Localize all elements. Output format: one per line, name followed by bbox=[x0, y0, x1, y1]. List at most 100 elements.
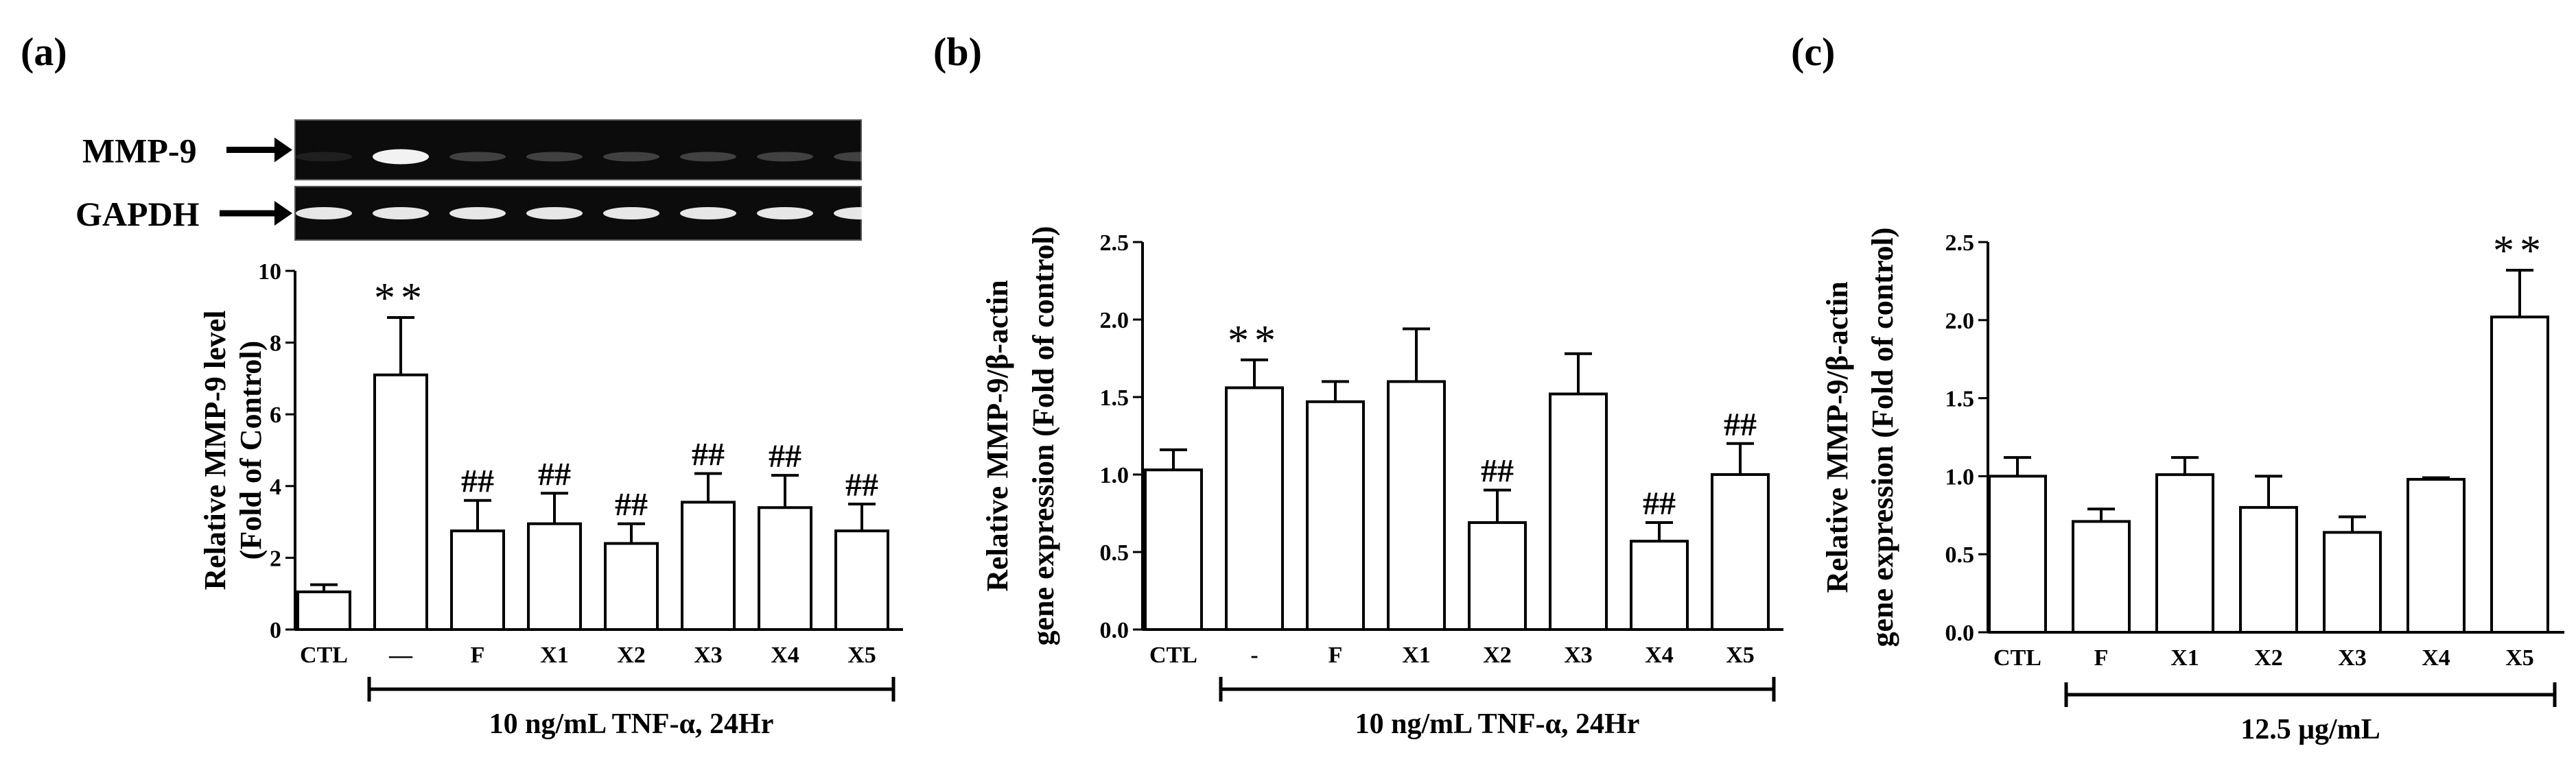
y-tick-label: 0.0 bbox=[1945, 621, 1975, 646]
y-tick-label: 2 bbox=[270, 546, 281, 571]
bar bbox=[1988, 475, 2047, 634]
x-tick-label: X2 bbox=[1483, 643, 1512, 668]
y-tick-label: 0 bbox=[270, 618, 281, 643]
significance-label: ## bbox=[692, 436, 725, 472]
bar bbox=[1468, 521, 1527, 631]
significance-label: ## bbox=[615, 487, 648, 523]
x-tick-label: X3 bbox=[694, 643, 723, 668]
bar bbox=[2490, 315, 2549, 634]
bar bbox=[1630, 540, 1689, 631]
x-tick-label: CTL bbox=[1149, 643, 1197, 668]
y-tick-label: 1.0 bbox=[1945, 464, 1975, 490]
x-tick-label: X5 bbox=[2505, 645, 2534, 671]
blot-strip-mmp-9 bbox=[294, 119, 862, 180]
bar bbox=[1144, 468, 1203, 631]
y-tick-label: 2.5 bbox=[1100, 230, 1129, 256]
panel-label: (b) bbox=[933, 29, 982, 74]
significance-label: ## bbox=[769, 438, 801, 475]
x-tick-label: F bbox=[471, 643, 485, 668]
y-tick-label: 4 bbox=[270, 475, 281, 500]
bar bbox=[1549, 392, 1608, 631]
y-tick-label: 2.0 bbox=[1945, 309, 1975, 334]
blot-band bbox=[757, 207, 813, 219]
blot-band bbox=[680, 207, 736, 219]
x-tick-label: X1 bbox=[1402, 643, 1431, 668]
bracket-label: 12.5 μg/mL bbox=[2240, 714, 2380, 745]
chart-panel-3: (c) 0.0 0.5 1.0 1.5 2.0 2.5 Relative MMP-9/β-ac… bbox=[1791, 29, 2564, 745]
panel-label: (a) bbox=[21, 29, 67, 74]
y-tick-label: 0.0 bbox=[1100, 618, 1129, 643]
blot-band bbox=[680, 152, 736, 162]
blot-label: GAPDH bbox=[75, 195, 200, 233]
significance-label: ## bbox=[1481, 453, 1514, 490]
y-tick-label: 0.5 bbox=[1100, 540, 1129, 566]
bar bbox=[2155, 473, 2214, 634]
x-tick-label: X2 bbox=[2254, 645, 2283, 671]
bar bbox=[681, 501, 736, 632]
y-axis-label: gene expression (Fold of control) bbox=[1866, 228, 1899, 647]
y-axis-label: Relative MMP-9/β-actin bbox=[981, 280, 1014, 591]
blot-band bbox=[526, 152, 583, 162]
blot-band bbox=[834, 207, 890, 219]
y-axis-label: gene expression (Fold of control) bbox=[1027, 226, 1060, 646]
x-tick-label: X2 bbox=[617, 643, 646, 668]
bar bbox=[758, 506, 812, 631]
blot-band bbox=[296, 152, 352, 162]
x-tick-label: X4 bbox=[1645, 643, 1674, 668]
bar bbox=[527, 522, 582, 632]
x-tick-label: — bbox=[388, 643, 413, 668]
bracket-label: 10 ng/mL TNF-α, 24Hr bbox=[489, 708, 774, 740]
blot-band bbox=[834, 152, 890, 162]
blot-arrowhead-icon bbox=[274, 137, 292, 163]
blot-label: MMP-9 bbox=[82, 132, 197, 170]
x-tick-label: - bbox=[1250, 643, 1258, 668]
significance-label: ## bbox=[538, 456, 571, 492]
blot-band bbox=[373, 149, 429, 165]
y-axis-label: Relative MMP-9 level bbox=[198, 310, 232, 590]
bar bbox=[2323, 531, 2382, 634]
significance-label: ** bbox=[374, 275, 428, 322]
bar bbox=[2072, 520, 2131, 634]
x-tick-label: X3 bbox=[2338, 645, 2367, 671]
bar bbox=[2239, 505, 2298, 634]
significance-label: ## bbox=[1724, 407, 1757, 443]
bar bbox=[834, 529, 889, 631]
y-tick-label: 10 bbox=[258, 259, 281, 285]
blot-band bbox=[526, 207, 583, 219]
y-tick-label: 1.5 bbox=[1945, 387, 1975, 412]
bar bbox=[1387, 380, 1446, 632]
bar bbox=[2407, 477, 2466, 634]
x-tick-label: X3 bbox=[1564, 643, 1593, 668]
blot-band bbox=[603, 152, 659, 162]
bar bbox=[1225, 386, 1284, 631]
bar bbox=[450, 529, 505, 631]
significance-label: ** bbox=[1228, 318, 1281, 364]
y-tick-label: 2.5 bbox=[1945, 230, 1975, 256]
y-tick-label: 8 bbox=[270, 331, 281, 357]
blot-band bbox=[296, 207, 352, 219]
y-tick-label: 1.0 bbox=[1100, 463, 1129, 488]
bar bbox=[373, 373, 428, 631]
chart-panel-1: (a) MMP-9 GAPDH 0 2 4 6 8 10 Relative MMP-9 level… bbox=[21, 29, 903, 740]
x-tick-label: X1 bbox=[540, 643, 569, 668]
x-tick-label: F bbox=[1328, 643, 1343, 668]
y-axis-label: Relative MMP-9/β-actin bbox=[1820, 281, 1854, 593]
bar bbox=[296, 590, 351, 632]
significance-label: ## bbox=[461, 464, 494, 500]
y-axis-label: (Fold of Control) bbox=[234, 341, 268, 560]
x-tick-label: X4 bbox=[2422, 645, 2450, 671]
bracket-label: 10 ng/mL TNF-α, 24Hr bbox=[1355, 708, 1640, 740]
bar bbox=[604, 542, 659, 631]
y-tick-label: 6 bbox=[270, 403, 281, 428]
blot-arrowhead-icon bbox=[274, 201, 292, 226]
bar bbox=[1306, 400, 1365, 632]
blot-band bbox=[757, 152, 813, 162]
blot-band bbox=[449, 152, 506, 162]
bar bbox=[1711, 473, 1770, 631]
chart-panel-2: (b) 0.0 0.5 1.0 1.5 2.0 2.5 Relative MMP-9/β-ac… bbox=[933, 29, 1783, 740]
x-tick-label: F bbox=[2094, 645, 2109, 671]
x-tick-label: CTL bbox=[1993, 645, 2041, 671]
blot-band bbox=[449, 207, 506, 219]
x-tick-label: X4 bbox=[771, 643, 799, 668]
